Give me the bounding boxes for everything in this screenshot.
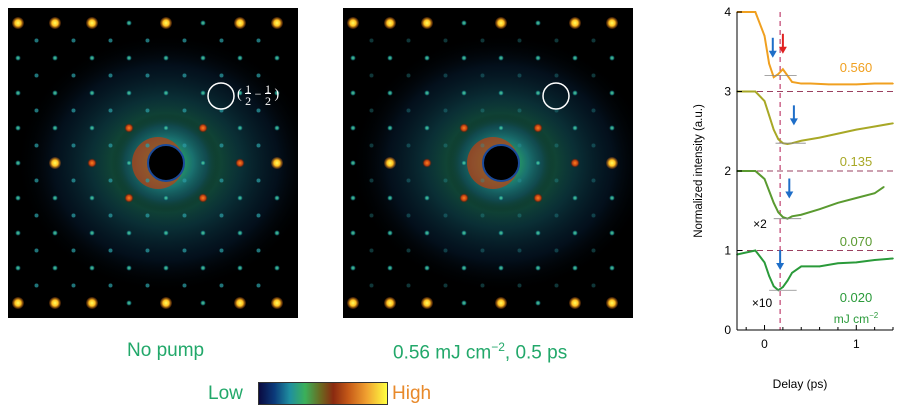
series-point-1-13 bbox=[873, 125, 876, 128]
series-point-1-3 bbox=[768, 114, 770, 117]
series-label-2: 0.070 bbox=[840, 234, 873, 249]
series-point-0-1 bbox=[754, 11, 757, 13]
series-point-3-10 bbox=[818, 265, 821, 268]
caption-pumped-main: 0.56 mJ cm bbox=[393, 342, 492, 364]
series-point-1-5 bbox=[777, 138, 780, 140]
series-point-2-2 bbox=[763, 178, 766, 180]
series-point-3-9 bbox=[800, 265, 803, 268]
series-label-1: 0.135 bbox=[840, 154, 873, 169]
series-point-0-5 bbox=[777, 73, 780, 75]
peak-index-k: 1 bbox=[264, 82, 271, 96]
y-tick-label-1: 1 bbox=[724, 244, 731, 258]
colorscale-high-label: High bbox=[392, 383, 432, 404]
series-point-1-12 bbox=[855, 128, 858, 131]
series-point-3-11 bbox=[837, 262, 839, 265]
y-tick-label-3: 3 bbox=[724, 85, 731, 99]
series-point-1-2 bbox=[763, 100, 766, 102]
series-point-2-4 bbox=[772, 202, 775, 204]
y-tick-label-4: 4 bbox=[724, 5, 731, 19]
series-point-0-12 bbox=[855, 83, 858, 86]
multiplier-label-1: ×10 bbox=[752, 296, 773, 310]
caption-pumped: 0.56 mJ cm−2, 0.5 ps bbox=[393, 340, 567, 364]
series-point-3-8 bbox=[791, 271, 793, 274]
arrow-head-4 bbox=[776, 263, 785, 271]
diffraction-pattern-pumped bbox=[343, 8, 633, 318]
series-point-2-9 bbox=[800, 213, 803, 216]
peak-index-h: 1 bbox=[245, 82, 252, 96]
series-point-2-11 bbox=[837, 202, 839, 204]
series-point-1-9 bbox=[800, 139, 803, 142]
colorscale-bar bbox=[258, 382, 388, 405]
series-point-0-2 bbox=[763, 35, 766, 37]
arrow-head-2 bbox=[789, 118, 798, 126]
y-axis-label: Normalized intensity (a.u.) bbox=[693, 104, 705, 238]
multiplier-label-0: ×2 bbox=[753, 217, 767, 231]
series-label-3: 0.020 bbox=[840, 290, 873, 305]
caption-pumped-sup: −2 bbox=[491, 340, 505, 354]
caption-pumped-tail: , 0.5 ps bbox=[504, 342, 568, 364]
series-point-3-2 bbox=[763, 261, 766, 264]
series-line-1 bbox=[737, 90, 894, 145]
series-line-2 bbox=[737, 170, 885, 220]
series-point-3-3 bbox=[768, 275, 770, 277]
series-point-0-14 bbox=[892, 82, 894, 85]
diffraction-pattern-no-pump: ( 1 2 − 1 2 ) bbox=[8, 8, 298, 318]
series-point-2-14 bbox=[883, 186, 885, 188]
arrow-head-3 bbox=[785, 191, 794, 199]
series-point-3-12 bbox=[855, 261, 858, 264]
series-point-3-6 bbox=[782, 286, 784, 288]
peak-index-close: ) bbox=[274, 87, 280, 103]
series-point-2-12 bbox=[855, 197, 858, 199]
peak-index-h-den: 2 bbox=[245, 93, 252, 108]
y-tick-label-0: 0 bbox=[724, 323, 731, 337]
x-axis-label: Delay (ps) bbox=[773, 377, 828, 391]
fluence-unit-label: mJ cm−2 bbox=[834, 311, 879, 326]
fluence-unit-sup: −2 bbox=[869, 311, 879, 320]
series-point-0-8 bbox=[791, 81, 793, 83]
series-point-0-3 bbox=[768, 62, 770, 65]
series-point-2-13 bbox=[873, 192, 876, 195]
series-point-0-10 bbox=[809, 82, 812, 85]
x-tick-label-0: 0 bbox=[761, 337, 768, 351]
caption-no-pump: No pump bbox=[127, 340, 205, 361]
peak-index-dash: − bbox=[254, 87, 262, 102]
intensity-chart: 0 1 2 3 4 0 1 Delay (ps) Normalized intensity (a… bbox=[693, 5, 894, 391]
series-point-2-5 bbox=[777, 211, 780, 214]
series-line-3 bbox=[736, 249, 894, 292]
series-point-2-8 bbox=[791, 215, 793, 218]
series-point-1-14 bbox=[892, 122, 894, 125]
diffraction-svg-left bbox=[8, 8, 298, 318]
series-point-3-7 bbox=[786, 279, 789, 282]
series-point-0-13 bbox=[873, 82, 876, 85]
series-point-1-11 bbox=[837, 132, 839, 135]
series-point-2-3 bbox=[768, 190, 770, 192]
series-point-0-11 bbox=[827, 83, 830, 86]
arrow-head-0 bbox=[768, 50, 777, 58]
peak-index-k-den: 2 bbox=[264, 93, 271, 108]
series-point-3-13 bbox=[873, 259, 876, 261]
series-point-0-6 bbox=[782, 68, 784, 71]
series-point-1-10 bbox=[818, 136, 821, 139]
series-label-0: 0.560 bbox=[840, 60, 873, 75]
series-point-1-1 bbox=[754, 90, 757, 93]
peak-index-open: ( bbox=[237, 87, 242, 103]
series-point-2-6 bbox=[782, 216, 784, 218]
peak-index-label: ( 1 2 − 1 2 ) bbox=[237, 82, 280, 108]
diffraction-svg-right bbox=[343, 8, 633, 318]
arrow-head-1 bbox=[778, 46, 787, 54]
series-point-3-4 bbox=[772, 285, 775, 288]
series-point-1-4 bbox=[772, 128, 775, 131]
series-point-2-1 bbox=[754, 170, 757, 172]
series-point-0-4 bbox=[772, 76, 775, 78]
series-point-0-9 bbox=[800, 82, 803, 85]
series-point-3-14 bbox=[892, 257, 894, 260]
y-tick-label-2: 2 bbox=[724, 164, 731, 178]
x-tick-label-1: 1 bbox=[853, 337, 860, 351]
colorscale-low-label: Low bbox=[208, 383, 243, 404]
series-point-2-10 bbox=[818, 208, 821, 210]
series-point-3-1 bbox=[754, 249, 757, 252]
